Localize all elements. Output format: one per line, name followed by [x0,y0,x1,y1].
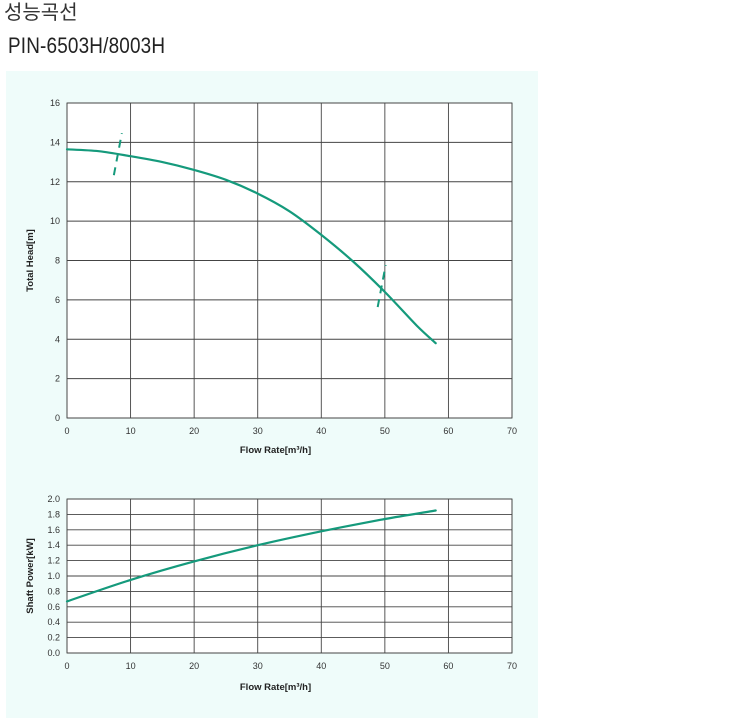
head-y-tick-label: 16 [50,98,60,108]
head-range-marker [376,264,387,308]
head-y-tick-label: 4 [55,334,60,344]
head-y-tick-label: 10 [50,216,60,226]
power-curve [65,509,437,603]
head-x-axis-label: Flow Rate[m³/h] [240,445,311,456]
power-y-axis-label: Shaft Power[kW] [25,538,36,613]
head-range-marker [112,133,123,176]
head-x-tick-label: 10 [126,426,136,436]
power-x-tick-label: 40 [316,661,326,671]
head-x-tick-label: 20 [189,426,199,436]
model-title: PIN-6503H/8003H [8,33,166,58]
page-heading: 성능곡선 [4,2,78,24]
head-y-tick-label: 14 [50,137,60,147]
power-x-tick-label: 70 [507,661,517,671]
power-y-tick-label: 1.4 [47,540,60,550]
head-x-tick-label: 0 [64,426,69,436]
head-y-tick-label: 6 [55,295,60,305]
power-y-tick-label: 1.0 [47,571,60,581]
head-curve [65,148,437,345]
power-y-tick-label: 1.8 [47,509,60,519]
head-y-tick-label: 0 [55,413,60,423]
power-x-tick-label: 30 [253,661,263,671]
power-y-tick-label: 0.8 [47,586,60,596]
power-x-tick-label: 20 [189,661,199,671]
power-x-tick-label: 50 [380,661,390,671]
head-x-tick-label: 40 [316,426,326,436]
head-x-tick-label: 30 [253,426,263,436]
head-chart: 0 10 20 30 40 50 60 70 0 2 4 6 8 10 12 14 16 Flow Rate[m³… [25,98,517,456]
power-y-tick-label: 0.2 [47,633,60,643]
power-x-axis-label: Flow Rate[m³/h] [240,682,311,693]
power-y-tick-label: 0.6 [47,602,60,612]
power-y-tick-label: 0.4 [47,617,60,627]
head-x-tick-label: 60 [443,426,453,436]
head-y-axis-label: Total Head[m] [25,229,36,292]
power-x-tick-label: 0 [64,661,69,671]
power-y-tick-label: 2.0 [47,494,60,504]
head-y-tick-label: 12 [50,177,60,187]
power-y-tick-label: 0.0 [47,648,60,658]
head-x-tick-label: 70 [507,426,517,436]
power-y-tick-label: 1.6 [47,525,60,535]
power-chart: 0 10 20 30 40 50 60 70 0.0 0.2 0.4 0.6 0.8 1.0 1.2 1.4 1… [25,494,517,693]
head-x-tick-label: 50 [380,426,390,436]
power-x-tick-label: 60 [443,661,453,671]
head-y-tick-label: 2 [55,374,60,384]
power-y-tick-label: 1.2 [47,556,60,566]
power-x-tick-label: 10 [126,661,136,671]
head-y-tick-label: 8 [55,256,60,266]
